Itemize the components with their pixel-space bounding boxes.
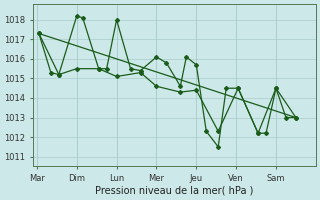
X-axis label: Pression niveau de la mer( hPa ): Pression niveau de la mer( hPa ) (95, 186, 253, 196)
